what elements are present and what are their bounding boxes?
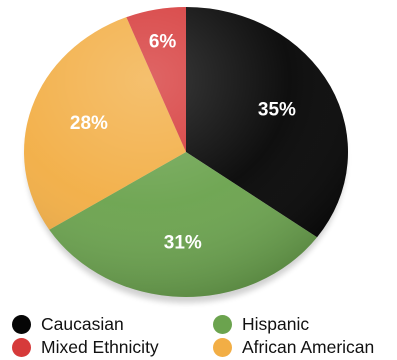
legend-label-mixed-ethnicity: Mixed Ethnicity	[41, 336, 159, 357]
legend-label-african-american: African American	[242, 336, 375, 357]
pie-chart-svg: 35% 31% 28% 6%	[24, 6, 349, 303]
pie-slice-label-mixed-ethnicity: 6%	[149, 31, 177, 52]
legend-swatch-african-american	[213, 337, 232, 357]
legend-label-caucasian: Caucasian	[41, 313, 124, 334]
legend-swatch-caucasian	[12, 314, 31, 334]
legend-item-caucasian: Caucasian	[12, 313, 124, 335]
pie-slice-label-african-american: 28%	[70, 113, 108, 134]
legend: Caucasian Mixed Ethnicity Hispanic Afric…	[12, 313, 397, 359]
pie-slice-label-caucasian: 35%	[258, 100, 296, 121]
legend-item-hispanic: Hispanic	[213, 313, 309, 335]
legend-label-hispanic: Hispanic	[242, 313, 310, 334]
pie-slice-labels: 35% 31% 28% 6%	[70, 31, 296, 253]
legend-swatch-hispanic	[213, 314, 232, 334]
pie-slice-label-hispanic: 31%	[164, 232, 202, 253]
legend-item-african-american: African American	[213, 336, 374, 358]
legend-item-mixed-ethnicity: Mixed Ethnicity	[12, 336, 159, 358]
pie-shine	[24, 7, 348, 297]
legend-swatch-mixed-ethnicity	[12, 337, 31, 357]
